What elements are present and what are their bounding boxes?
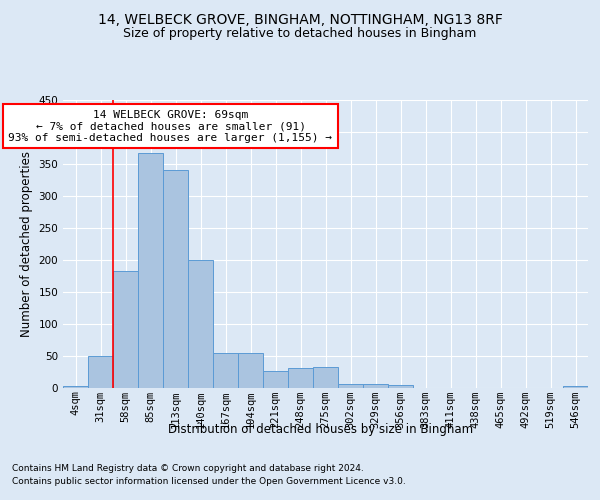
Bar bbox=[388, 385, 413, 388]
Bar bbox=[363, 384, 388, 388]
Text: Contains public sector information licensed under the Open Government Licence v3: Contains public sector information licen… bbox=[12, 478, 406, 486]
Bar bbox=[288, 368, 313, 388]
Bar bbox=[63, 386, 88, 388]
Bar bbox=[138, 153, 163, 388]
Text: Contains HM Land Registry data © Crown copyright and database right 2024.: Contains HM Land Registry data © Crown c… bbox=[12, 464, 364, 473]
Bar bbox=[313, 367, 338, 388]
Bar bbox=[163, 170, 188, 388]
Bar bbox=[263, 371, 288, 388]
Bar bbox=[188, 260, 213, 388]
Text: Size of property relative to detached houses in Bingham: Size of property relative to detached ho… bbox=[124, 28, 476, 40]
Text: Distribution of detached houses by size in Bingham: Distribution of detached houses by size … bbox=[169, 422, 473, 436]
Y-axis label: Number of detached properties: Number of detached properties bbox=[20, 151, 33, 337]
Text: 14 WELBECK GROVE: 69sqm
← 7% of detached houses are smaller (91)
93% of semi-det: 14 WELBECK GROVE: 69sqm ← 7% of detached… bbox=[8, 110, 332, 143]
Bar bbox=[88, 356, 113, 388]
Bar bbox=[338, 384, 363, 388]
Bar bbox=[213, 353, 238, 388]
Bar bbox=[238, 353, 263, 388]
Text: 14, WELBECK GROVE, BINGHAM, NOTTINGHAM, NG13 8RF: 14, WELBECK GROVE, BINGHAM, NOTTINGHAM, … bbox=[98, 12, 502, 26]
Bar bbox=[563, 386, 588, 388]
Bar bbox=[113, 271, 138, 388]
